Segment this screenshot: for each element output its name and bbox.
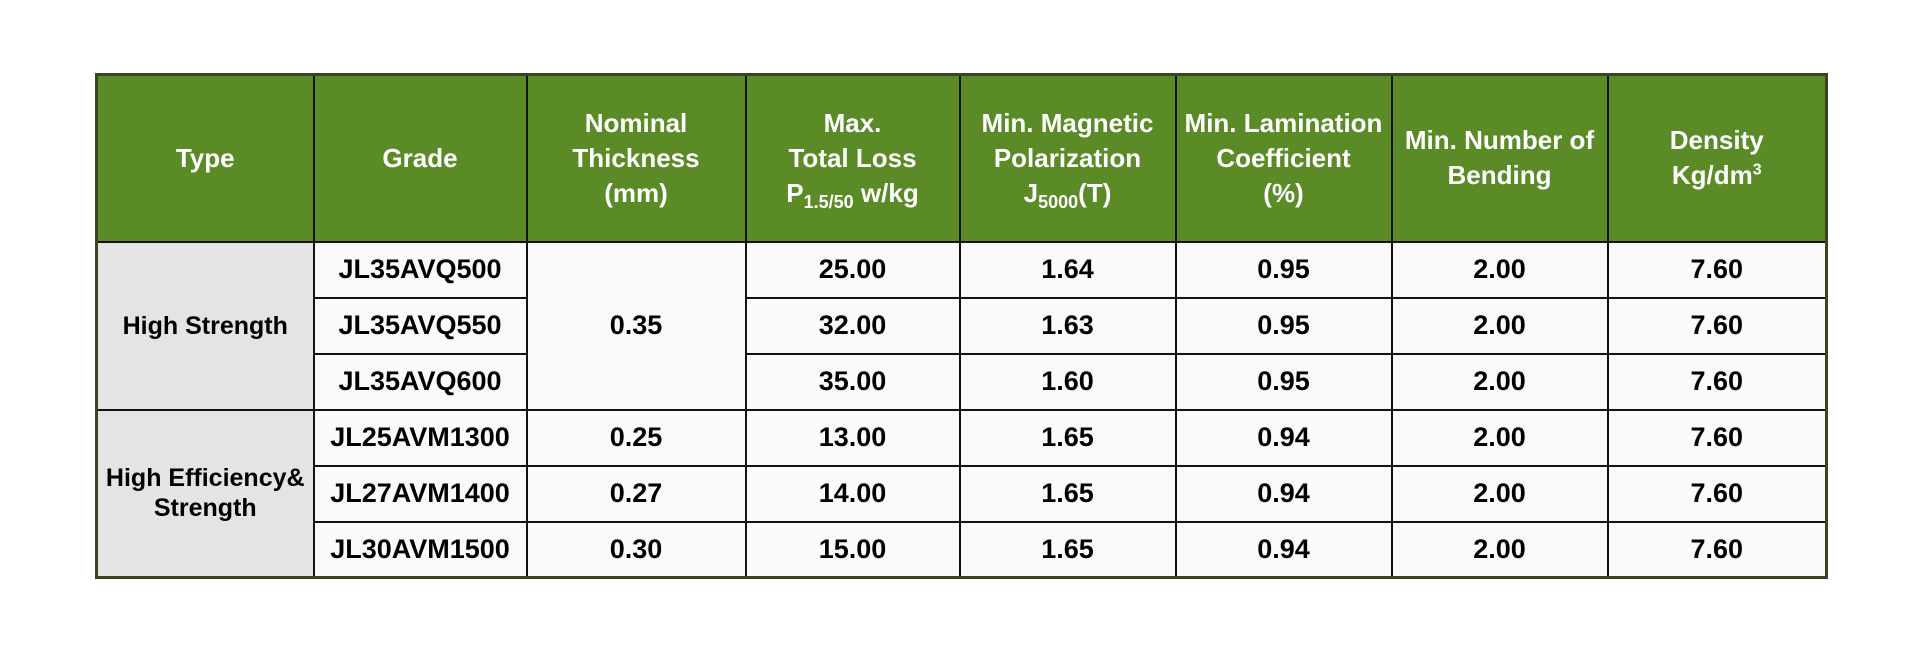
thickness-cell: 0.27 — [525, 464, 747, 523]
table-row: JL30AVM1500 0.30 15.00 1.65 0.94 2.00 7.… — [97, 520, 1828, 579]
thickness-cell: 0.25 — [525, 408, 747, 467]
table-row: JL27AVM1400 0.27 14.00 1.65 0.94 2.00 7.… — [97, 464, 1828, 523]
table-row: High Efficiency& Strength JL25AVM1300 0.… — [95, 408, 1828, 579]
type-label-line: High Efficiency& — [105, 464, 305, 493]
coefficient-cell: 0.95 — [1174, 296, 1393, 355]
polarization-cell: 1.65 — [958, 464, 1177, 523]
header-label: Max. — [823, 107, 882, 138]
header-label: Min. Lamination — [1184, 107, 1383, 138]
coefficient-cell: 0.94 — [1174, 464, 1393, 523]
loss-cell: 35.00 — [744, 352, 961, 411]
header-label: Grade — [382, 142, 458, 173]
header-label: Bending — [1447, 160, 1552, 191]
header-label: Type — [175, 142, 235, 173]
loss-symbol: P — [786, 177, 804, 208]
coefficient-cell: 0.95 — [1174, 240, 1393, 299]
column-header-bending: Min. Number of Bending — [1390, 73, 1609, 243]
column-header-grade: Grade — [312, 73, 528, 243]
header-label: Min. Number of — [1404, 125, 1595, 156]
density-cell: 7.60 — [1606, 464, 1828, 523]
header-label: Density — [1669, 125, 1764, 156]
density-superscript: 3 — [1752, 161, 1762, 179]
grade-cell: JL30AVM1500 — [312, 520, 528, 579]
coefficient-cell: 0.94 — [1174, 408, 1393, 467]
table-row: High Strength JL35AVQ500 0.35 25.00 1.64… — [95, 240, 1828, 411]
grade-cell: JL35AVQ500 — [312, 240, 528, 299]
density-cell: 7.60 — [1606, 520, 1828, 579]
column-header-type: Type — [95, 73, 315, 243]
table-row: JL35AVQ550 32.00 1.63 0.95 2.00 7.60 — [97, 296, 1828, 355]
header-label: Total Loss — [788, 142, 917, 173]
loss-cell: 13.00 — [744, 408, 961, 467]
type-cell-high-efficiency-strength: High Efficiency& Strength — [95, 408, 315, 579]
header-label: Polarization — [993, 142, 1142, 173]
coefficient-cell: 0.94 — [1174, 520, 1393, 579]
table-row: JL35AVQ600 35.00 1.60 0.95 2.00 7.60 — [97, 352, 1828, 411]
density-cell: 7.60 — [1606, 352, 1828, 411]
polarization-unit: (T) — [1078, 177, 1112, 208]
bending-cell: 2.00 — [1390, 408, 1609, 467]
column-header-polarization: Min. Magnetic Polarization J5000(T) — [958, 73, 1177, 243]
header-label: (mm) — [604, 177, 668, 208]
bending-cell: 2.00 — [1390, 520, 1609, 579]
header-row: Type Grade Nominal Thickness (mm) Max. T… — [95, 73, 1828, 243]
density-cell: 7.60 — [1606, 408, 1828, 467]
bending-cell: 2.00 — [1390, 464, 1609, 523]
bending-cell: 2.00 — [1390, 352, 1609, 411]
grade-cell: JL35AVQ600 — [312, 352, 528, 411]
steel-grade-spec-table: Type Grade Nominal Thickness (mm) Max. T… — [95, 73, 1828, 579]
header-label: Min. Magnetic — [981, 107, 1154, 138]
loss-cell: 25.00 — [744, 240, 961, 299]
column-header-density: Density Kg/dm3 — [1606, 73, 1828, 243]
loss-subscript: 1.5/50 — [803, 191, 854, 212]
grade-cell: JL25AVM1300 — [312, 408, 528, 467]
loss-cell: 32.00 — [744, 296, 961, 355]
polarization-cell: 1.63 — [958, 296, 1177, 355]
thickness-cell-merged: 0.35 — [525, 240, 747, 411]
density-cell: 7.60 — [1606, 296, 1828, 355]
header-label: Nominal — [584, 107, 688, 138]
polarization-cell: 1.65 — [958, 408, 1177, 467]
header-label-formula: J5000(T) — [962, 176, 1174, 212]
column-header-lamination-coefficient: Min. Lamination Coefficient (%) — [1174, 73, 1393, 243]
density-cell: 7.60 — [1606, 240, 1828, 299]
loss-cell: 15.00 — [744, 520, 961, 579]
polarization-cell: 1.64 — [958, 240, 1177, 299]
polarization-subscript: 5000 — [1038, 191, 1079, 212]
polarization-cell: 1.65 — [958, 520, 1177, 579]
header-label-formula: P1.5/50 w/kg — [748, 176, 958, 212]
loss-unit: w/kg — [853, 177, 919, 208]
header-label: (%) — [1263, 177, 1304, 208]
polarization-cell: 1.60 — [958, 352, 1177, 411]
header-label: Coefficient — [1216, 142, 1351, 173]
column-header-thickness: Nominal Thickness (mm) — [525, 73, 747, 243]
polarization-symbol: J — [1023, 177, 1039, 208]
thickness-cell: 0.30 — [525, 520, 747, 579]
grade-cell: JL35AVQ550 — [312, 296, 528, 355]
coefficient-cell: 0.95 — [1174, 352, 1393, 411]
bending-cell: 2.00 — [1390, 240, 1609, 299]
header-label: Thickness — [572, 142, 700, 173]
grade-cell: JL27AVM1400 — [312, 464, 528, 523]
type-label-line: Strength — [153, 494, 257, 523]
bending-cell: 2.00 — [1390, 296, 1609, 355]
header-label-formula: Kg/dm3 — [1610, 158, 1825, 193]
loss-cell: 14.00 — [744, 464, 961, 523]
type-cell-high-strength: High Strength — [95, 240, 315, 411]
density-unit: Kg/dm — [1671, 160, 1753, 191]
column-header-total-loss: Max. Total Loss P1.5/50 w/kg — [744, 73, 961, 243]
